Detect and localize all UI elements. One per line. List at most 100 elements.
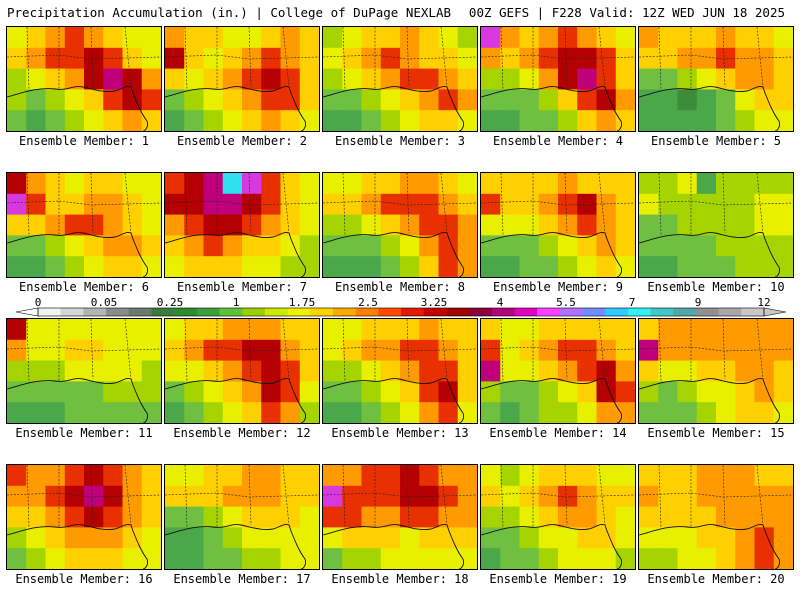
colorbar-swatch xyxy=(106,308,130,316)
precip-cell xyxy=(26,193,47,216)
precip-cell xyxy=(419,214,440,236)
precip-cell xyxy=(438,339,459,362)
precip-cell xyxy=(538,27,559,49)
precip-cell xyxy=(538,193,559,216)
precip-cell xyxy=(45,548,66,569)
precip-cell xyxy=(639,173,659,195)
state-border xyxy=(481,200,635,206)
precip-cell xyxy=(400,527,420,549)
precip-cell xyxy=(299,27,319,49)
colorbar-tick-label: 7 xyxy=(629,296,636,309)
precip-cell xyxy=(361,89,382,111)
precip-cell xyxy=(280,319,301,341)
precip-cell xyxy=(400,485,420,508)
precip-cell xyxy=(222,319,243,341)
ensemble-member-label: Ensemble Member: 6 xyxy=(18,280,150,294)
colorbar-tick-label: 4 xyxy=(497,296,504,309)
precip-cell xyxy=(677,485,698,508)
precip-cell xyxy=(419,360,440,382)
precip-cell xyxy=(7,214,27,236)
precip-cell xyxy=(500,235,521,257)
precip-cell xyxy=(242,89,262,111)
precip-cell xyxy=(84,68,104,90)
precip-cell xyxy=(103,506,124,528)
precip-cell xyxy=(577,214,598,236)
precip-cell xyxy=(280,465,301,487)
colorbar-swatch xyxy=(559,308,583,316)
precip-cell xyxy=(438,193,459,216)
colorbar-tick-label: 0.25 xyxy=(157,296,184,309)
precip-cell xyxy=(45,214,66,236)
precip-cell xyxy=(457,47,477,70)
coastline xyxy=(323,378,464,423)
precip-cell xyxy=(400,360,420,382)
precip-cell xyxy=(103,27,124,49)
precip-cell xyxy=(299,506,319,528)
precip-cell xyxy=(596,339,617,362)
precip-cell xyxy=(361,214,382,236)
precip-cell xyxy=(203,319,224,341)
precip-cell xyxy=(558,506,578,528)
precip-cell xyxy=(26,214,47,236)
precip-cell xyxy=(696,27,717,49)
precip-cell xyxy=(184,339,205,362)
precip-cell xyxy=(481,465,501,487)
precip-cell xyxy=(677,360,698,382)
precip-cell xyxy=(596,381,617,403)
precip-cell xyxy=(519,381,540,403)
ensemble-member-panel xyxy=(6,26,162,132)
precip-cell xyxy=(261,173,282,195)
precip-cell xyxy=(323,47,343,70)
precip-cell xyxy=(323,256,343,277)
precip-cell xyxy=(299,381,319,403)
precip-cell xyxy=(735,68,756,90)
precip-cell xyxy=(500,339,521,362)
precip-cell xyxy=(342,110,363,131)
precip-cell xyxy=(280,235,301,257)
state-border xyxy=(165,346,319,352)
precip-cell xyxy=(261,27,282,49)
precip-cell xyxy=(639,360,659,382)
precip-cell xyxy=(577,381,598,403)
precipitation-map xyxy=(480,26,636,132)
colorbar-min-arrow xyxy=(15,307,39,317)
precip-cell xyxy=(7,485,27,508)
precip-cell xyxy=(323,27,343,49)
ensemble-member-label: Ensemble Member: 17 xyxy=(173,572,311,586)
precip-cell xyxy=(122,381,143,403)
precip-cell xyxy=(203,47,224,70)
precip-cell xyxy=(184,360,205,382)
precip-cell xyxy=(7,402,27,423)
precip-cell xyxy=(481,173,501,195)
colorbar-swatch xyxy=(401,308,425,316)
coastline xyxy=(165,378,306,423)
precip-cell xyxy=(773,506,793,528)
precip-cell xyxy=(203,173,224,195)
precip-cell xyxy=(242,27,262,49)
precip-cell xyxy=(280,339,301,362)
precip-cell xyxy=(558,381,578,403)
precip-cell xyxy=(380,548,401,569)
coastline xyxy=(323,86,464,131)
precip-cell xyxy=(7,256,27,277)
precip-cell xyxy=(184,214,205,236)
precip-cell xyxy=(773,527,793,549)
precip-cell xyxy=(615,465,635,487)
precip-cell xyxy=(677,214,698,236)
colorbar-tick-label: 1.75 xyxy=(289,296,316,309)
ensemble-member-label: Ensemble Member: 1 xyxy=(18,134,150,148)
precip-cell xyxy=(558,193,578,216)
precip-cell xyxy=(203,27,224,49)
precip-cell xyxy=(481,110,501,131)
precip-cell xyxy=(299,214,319,236)
colorbar-tick-label: 3.25 xyxy=(421,296,448,309)
ensemble-member-panel xyxy=(638,26,794,132)
precip-cell xyxy=(380,110,401,131)
state-border xyxy=(7,492,161,498)
state-border xyxy=(7,54,161,60)
precip-cell xyxy=(299,465,319,487)
precip-cell xyxy=(658,381,679,403)
precip-cell xyxy=(361,339,382,362)
precip-cell xyxy=(735,256,756,277)
precip-cell xyxy=(84,173,104,195)
